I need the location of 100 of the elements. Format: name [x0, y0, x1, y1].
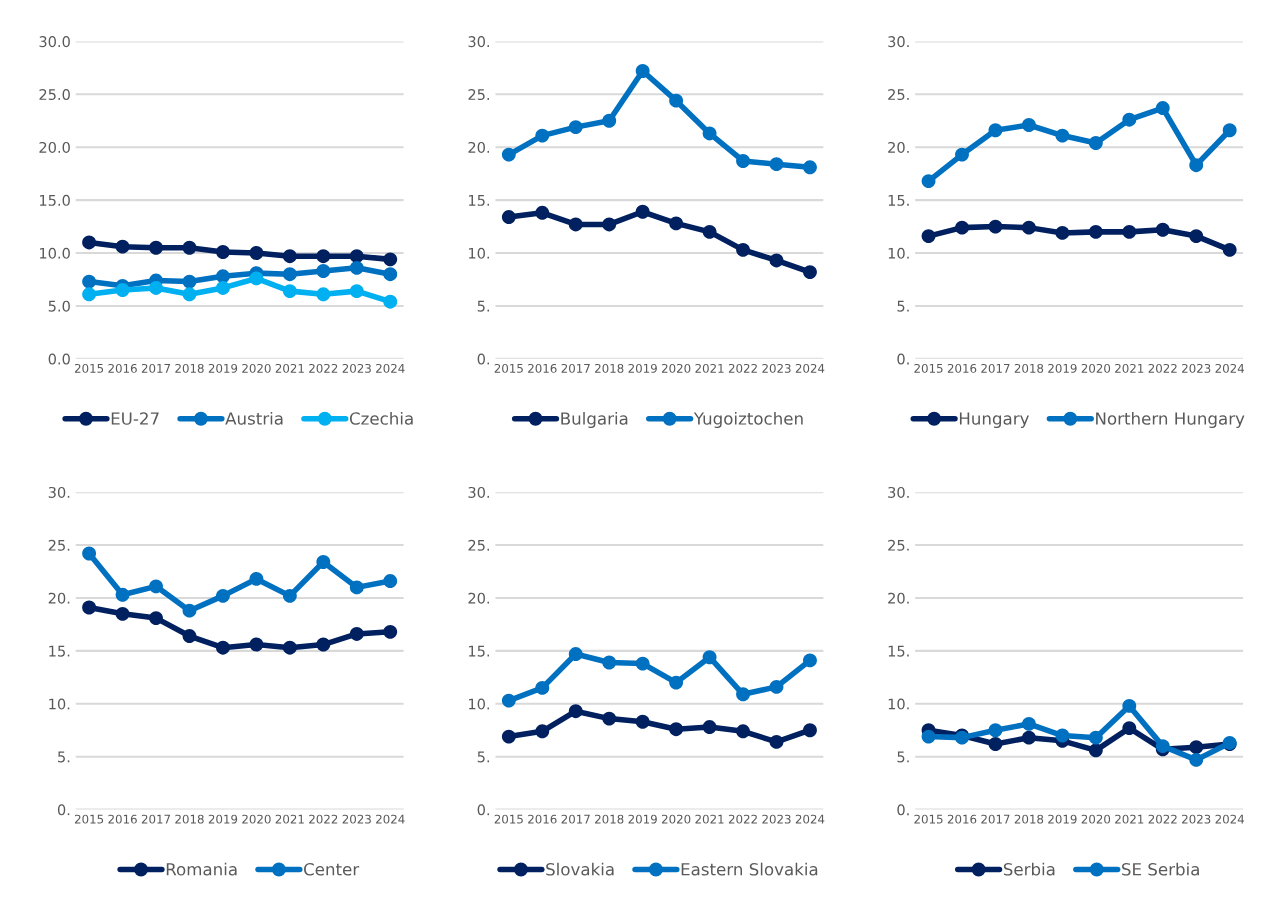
x-tick-label: 2021	[695, 814, 724, 824]
x-tick-label: 2017	[141, 814, 171, 824]
x-tick-label: 2019	[628, 363, 657, 373]
x-tick-label: 2017	[141, 363, 171, 373]
point	[803, 653, 817, 668]
point	[349, 260, 364, 275]
point	[501, 210, 516, 224]
point	[1021, 118, 1036, 132]
legend-label: Bulgaria	[561, 411, 628, 429]
point	[803, 723, 817, 738]
point	[921, 174, 936, 189]
point	[316, 264, 331, 278]
point	[349, 627, 364, 641]
point	[149, 240, 163, 255]
point	[535, 128, 550, 143]
y-tick-label: 10.	[49, 698, 70, 710]
y-tick-label: 30.	[888, 486, 909, 498]
point	[182, 287, 197, 302]
y-tick-label: 25.	[48, 539, 70, 551]
y-tick-label: 25.	[468, 89, 490, 101]
point	[769, 253, 784, 268]
y-tick-label: 5.	[58, 751, 70, 763]
point	[316, 249, 331, 264]
point	[535, 680, 550, 695]
x-tick-label: 2018	[595, 814, 624, 824]
y-tick-label: 15.	[468, 645, 490, 657]
point	[282, 588, 297, 603]
point	[988, 123, 1003, 138]
point	[635, 64, 650, 78]
y-tick-label: 5.	[897, 751, 909, 763]
x-tick-label: 2024	[376, 363, 405, 373]
x-tick-label: 2016	[108, 814, 137, 824]
x-tick-label: 2023	[762, 363, 791, 373]
point	[669, 216, 684, 231]
x-tick-label: 2018	[595, 363, 624, 373]
y-tick-label: 15.	[888, 645, 909, 657]
y-tick-label: 0.0	[48, 353, 70, 365]
point	[182, 274, 197, 289]
point	[249, 271, 264, 286]
x-tick-label: 2023	[342, 363, 371, 373]
x-tick-label: 2021	[1115, 363, 1144, 373]
point	[501, 729, 516, 744]
y-tick-label: 15.0	[39, 194, 70, 206]
point	[282, 640, 297, 655]
x-tick-label: 2015	[74, 363, 104, 373]
point	[803, 265, 817, 280]
x-tick-label: 2021	[695, 363, 724, 373]
x-tick-label: 2022	[728, 363, 757, 373]
point	[115, 606, 130, 621]
x-tick-label: 2015	[914, 814, 943, 824]
y-tick-label: 5.	[897, 300, 909, 312]
point	[602, 217, 617, 232]
point	[702, 650, 717, 665]
point	[1088, 730, 1103, 745]
point	[282, 284, 297, 299]
legend-label: Eastern Slovakia	[681, 862, 818, 876]
x-tick-label: 2023	[762, 814, 791, 824]
point	[803, 160, 817, 175]
point	[1088, 743, 1103, 758]
point	[349, 249, 364, 264]
point	[316, 555, 331, 569]
point	[988, 219, 1003, 234]
point	[316, 637, 331, 652]
point	[988, 737, 1003, 751]
y-tick-label: 10.	[888, 698, 909, 710]
y-tick-label: 25.	[888, 539, 909, 551]
y-tick-label: 15.	[468, 195, 490, 206]
point	[1222, 123, 1237, 138]
point	[383, 267, 398, 282]
point	[216, 640, 230, 655]
point	[282, 267, 297, 282]
x-tick-label: 2016	[947, 363, 977, 373]
point	[1189, 740, 1204, 755]
x-tick-label: 2017	[981, 814, 1010, 824]
point	[115, 587, 130, 602]
point	[1021, 716, 1036, 731]
point	[921, 729, 936, 744]
point	[1122, 721, 1137, 736]
point	[1055, 225, 1070, 240]
x-tick-label: 2019	[628, 814, 657, 824]
point	[216, 588, 230, 603]
point	[249, 246, 264, 260]
point	[182, 629, 197, 644]
y-tick-label: 20.	[48, 592, 70, 604]
y-tick-label: 0.	[57, 804, 70, 816]
x-tick-label: 2015	[914, 363, 943, 373]
y-tick-label: 20.	[468, 592, 490, 604]
y-tick-label: 10.	[468, 247, 490, 259]
x-tick-label: 2017	[981, 363, 1010, 373]
x-tick-label: 2019	[1048, 363, 1077, 373]
x-tick-label: 2024	[795, 814, 825, 824]
legend-label: Hungary	[959, 412, 1029, 429]
point	[669, 93, 684, 108]
point	[249, 637, 264, 652]
point	[115, 283, 130, 297]
y-tick-label: 15.	[888, 195, 909, 206]
point	[736, 242, 750, 257]
point	[349, 284, 364, 299]
y-tick-label: 15.	[49, 645, 70, 657]
y-tick-label: 20.	[888, 141, 909, 153]
